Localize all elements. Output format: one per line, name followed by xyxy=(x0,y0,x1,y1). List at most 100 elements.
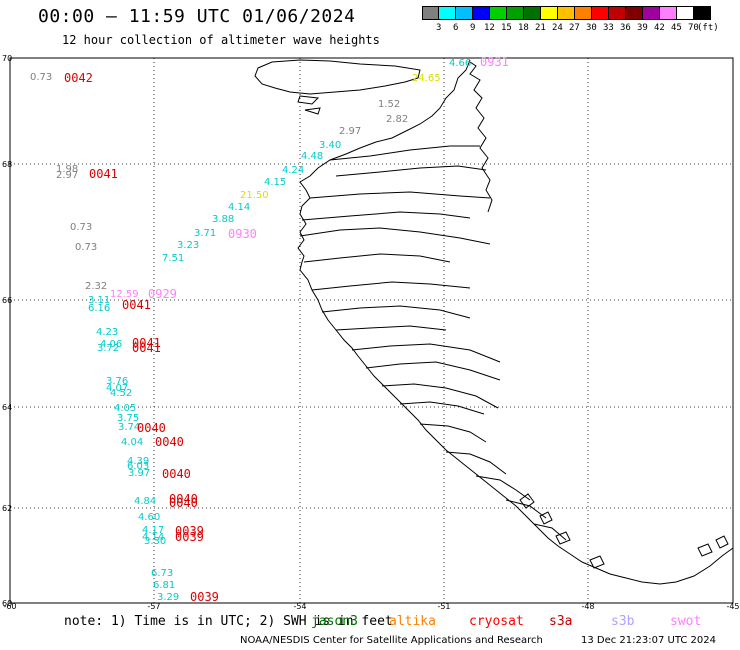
swh-value-label: 3.75 xyxy=(117,413,139,424)
satellite-legend-jason3: jason3 xyxy=(311,614,358,629)
colorbar-label: 12 xyxy=(484,23,495,33)
swh-value-label: 4.04 xyxy=(121,437,143,448)
pass-time-label: 0040 xyxy=(169,496,198,510)
footnote: note: 1) Time is in UTC; 2) SWH is in fe… xyxy=(64,614,393,629)
lat-tick-label: 66 xyxy=(2,296,12,305)
colorbar-swatch xyxy=(490,6,507,20)
gridlines xyxy=(10,58,733,603)
fjord-3 xyxy=(335,165,487,177)
colorbar-label: 3 xyxy=(436,23,442,33)
lon-tick-label: -48 xyxy=(581,602,594,611)
credit-line: NOAA/NESDIS Center for Satellite Applica… xyxy=(240,635,543,646)
lat-tick-label: 60 xyxy=(2,599,12,608)
fjord-14 xyxy=(399,401,485,415)
swh-value-label: 4.39 xyxy=(127,456,149,467)
colorbar-swatch xyxy=(592,6,609,20)
swh-value-label: 1.98 xyxy=(56,164,78,175)
pass-time-label: 0039 xyxy=(190,590,219,604)
colorbar-label: 6 xyxy=(453,23,459,33)
colorbar-swatch xyxy=(558,6,575,20)
coast-main xyxy=(297,59,734,585)
colorbar-label: 36 xyxy=(620,23,631,33)
fjord-5 xyxy=(301,211,471,221)
fjord-6 xyxy=(299,227,491,245)
pass-time-label: 0040 xyxy=(155,435,184,449)
satellite-legend-cryosat: cryosat xyxy=(469,614,524,629)
colorbar-swatch xyxy=(507,6,524,20)
lon-tick-label: -45 xyxy=(726,602,739,611)
swh-value-label: 4.66 xyxy=(449,58,471,69)
swh-value-label: 4.17 xyxy=(142,525,164,536)
colorbar-swatch xyxy=(677,6,694,20)
colorbar-swatch xyxy=(643,6,660,20)
swh-value-label: 6.16 xyxy=(88,303,110,314)
swh-value-label: 3.72 xyxy=(97,343,119,354)
swh-labels: 0.731.522.822.973.404.484.244.1521.504.1… xyxy=(30,58,471,603)
colorbar-label: 45 xyxy=(671,23,682,33)
pass-time-label: 0041 xyxy=(132,341,161,355)
swh-value-label: 3.40 xyxy=(319,140,341,151)
fjord-17 xyxy=(475,475,531,501)
fjord-7 xyxy=(303,253,451,263)
colorbar-label: 70 xyxy=(688,23,699,33)
colorbar-swatch xyxy=(456,6,473,20)
colorbar-swatch xyxy=(422,6,439,20)
lon-tick-label: -60 xyxy=(3,602,16,611)
page-title: 00:00 — 11:59 UTC 01/06/2024 xyxy=(38,6,356,27)
colorbar-swatch xyxy=(439,6,456,20)
swh-value-label: 4.05 xyxy=(114,403,136,414)
colorbar-swatch xyxy=(524,6,541,20)
swh-value-label: 4.52 xyxy=(110,388,132,399)
swh-value-label: 6.73 xyxy=(151,568,173,579)
time-labels: 0042004109300929004100410041004000400040… xyxy=(64,55,509,604)
swh-value-label: 3.76 xyxy=(106,376,128,387)
fjord-19 xyxy=(533,523,567,541)
satellite-legend-s3b: s3b xyxy=(611,614,635,629)
fjord-16 xyxy=(445,451,507,475)
fjord-18 xyxy=(505,499,547,519)
swh-value-label: 4.14 xyxy=(228,202,250,213)
swh-value-label: 24.65 xyxy=(412,73,441,84)
fjord-9 xyxy=(321,305,471,319)
swh-value-label: 12.59 xyxy=(110,289,139,300)
swh-value-label: 0.73 xyxy=(75,242,97,253)
swh-value-label: 2.97 xyxy=(56,170,78,181)
coast-north-island xyxy=(254,59,421,95)
swh-value-label: 4.14 xyxy=(142,532,164,543)
pass-time-label: 0041 xyxy=(132,336,161,350)
swh-value-label: 4.15 xyxy=(264,177,286,188)
swh-value-label: 6.81 xyxy=(153,580,175,591)
pass-time-label: 0039 xyxy=(175,530,204,544)
colorbar-unit: (ft) xyxy=(697,23,719,33)
plot-frame xyxy=(9,57,734,604)
lon-tick-label: -54 xyxy=(293,602,306,611)
lon-tick-label: -51 xyxy=(437,602,450,611)
swh-value-label: 3.71 xyxy=(194,228,216,239)
swh-value-label: 3.29 xyxy=(157,592,179,603)
fjord-10 xyxy=(335,325,447,331)
pass-time-label: 0039 xyxy=(175,524,204,538)
colorbar-swatch xyxy=(626,6,643,20)
swh-value-label: 2.97 xyxy=(339,126,361,137)
swh-value-label: 4.60 xyxy=(138,512,160,523)
swh-value-label: 2.82 xyxy=(386,114,408,125)
colorbar-swatch xyxy=(660,6,677,20)
pass-time-label: 0041 xyxy=(89,167,118,181)
swh-value-label: 0.73 xyxy=(30,72,52,83)
pass-time-label: 0040 xyxy=(162,467,191,481)
pass-time-label: 0931 xyxy=(480,55,509,69)
fjord-4 xyxy=(309,191,491,199)
fjord-1 xyxy=(469,61,493,213)
swh-value-label: 3.97 xyxy=(128,468,150,479)
generation-timestamp: 13 Dec 21:23:07 UTC 2024 xyxy=(581,635,716,646)
satellite-legend-s3a: s3a xyxy=(549,614,573,629)
swh-value-label: 3.88 xyxy=(212,214,234,225)
pass-time-label: 0040 xyxy=(137,421,166,435)
swh-value-label: 4.23 xyxy=(96,327,118,338)
lat-tick-label: 68 xyxy=(2,160,12,169)
swh-value-label: 4.24 xyxy=(282,165,304,176)
fjord-2 xyxy=(329,145,480,161)
colorbar-label: 21 xyxy=(535,23,546,33)
fjord-15 xyxy=(419,423,487,443)
